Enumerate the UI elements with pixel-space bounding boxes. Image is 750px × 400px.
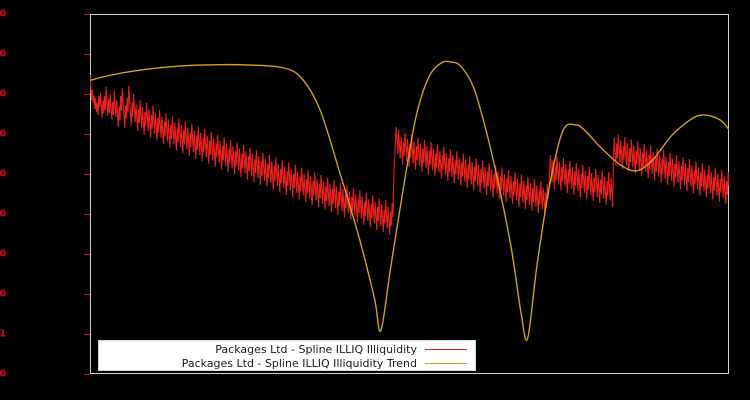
y-axis-tick-label: 0: [0, 368, 6, 380]
y-axis-tick-mark: [84, 54, 90, 55]
y-axis-tick-mark: [84, 294, 90, 295]
y-axis-tick-mark: [84, 174, 90, 175]
y-axis-tick-mark: [84, 14, 90, 15]
legend-entry-trend[interactable]: Packages Ltd - Spline ILLIQ Illiquidity …: [99, 356, 477, 371]
illiquidity-trend-line: [90, 61, 729, 340]
y-axis-tick-label: 100000000: [0, 8, 6, 20]
y-axis-tick-mark: [84, 254, 90, 255]
y-axis-tick-label: 1000000: [0, 88, 6, 100]
legend-label-trend: Packages Ltd - Spline ILLIQ Illiquidity …: [181, 357, 417, 370]
plot-area: [90, 14, 729, 374]
y-axis-tick-label: 1000: [0, 208, 6, 220]
chart-legend[interactable]: Packages Ltd - Spline ILLIQ Illiquidity …: [98, 340, 476, 371]
y-axis-tick-label: 10: [0, 288, 6, 300]
legend-swatch-illiquidity: [425, 349, 467, 350]
y-axis-tick-label: 10000000: [0, 48, 6, 60]
legend-swatch-trend: [425, 363, 467, 364]
y-axis-tick-mark: [84, 94, 90, 95]
y-axis-tick-mark: [84, 134, 90, 135]
y-axis-tick-mark: [84, 374, 90, 375]
data-series-layer: [90, 14, 729, 374]
y-axis-tick-mark: [84, 334, 90, 335]
y-axis-tick-label: 10000: [0, 168, 6, 180]
y-axis-tick-label: 1: [0, 328, 6, 340]
y-axis-tick-label: 100000: [0, 128, 6, 140]
legend-label-illiquidity: Packages Ltd - Spline ILLIQ Illiquidity: [215, 343, 417, 356]
y-axis-tick-label: 100: [0, 248, 6, 260]
y-axis-tick-mark: [84, 214, 90, 215]
legend-entry-illiquidity[interactable]: Packages Ltd - Spline ILLIQ Illiquidity: [99, 342, 477, 357]
